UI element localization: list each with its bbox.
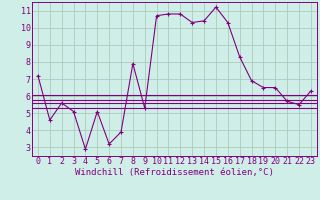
X-axis label: Windchill (Refroidissement éolien,°C): Windchill (Refroidissement éolien,°C) <box>75 168 274 177</box>
